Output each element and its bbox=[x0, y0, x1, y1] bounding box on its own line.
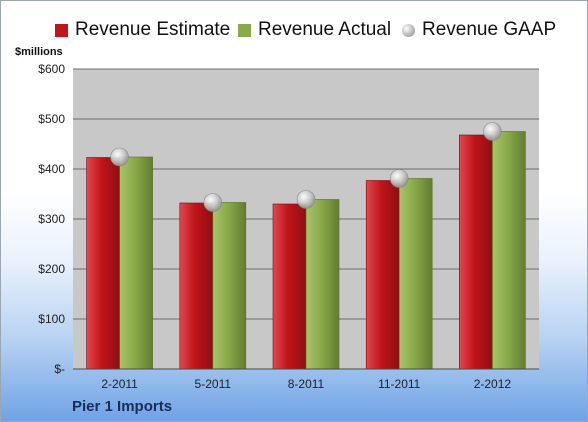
legend-item: Revenue Estimate bbox=[55, 15, 230, 45]
y-tick-label: $400 bbox=[38, 162, 65, 176]
marker-revenue-gaap bbox=[483, 122, 502, 141]
legend-swatch bbox=[238, 23, 251, 37]
y-tick-label: $- bbox=[54, 362, 65, 376]
y-tick-label: $100 bbox=[38, 312, 65, 326]
x-tick-label: 8-2011 bbox=[288, 377, 325, 391]
y-unit-label: $millions bbox=[15, 46, 63, 58]
legend-label: Revenue Actual bbox=[258, 19, 392, 40]
legend-item: Revenue Actual bbox=[238, 15, 391, 45]
bar-revenue-actual bbox=[305, 199, 340, 370]
bar-revenue-estimate bbox=[272, 203, 307, 370]
legend-label: Revenue Estimate bbox=[75, 19, 231, 40]
y-tick-label: $200 bbox=[38, 262, 65, 276]
legend-label: Revenue GAAP bbox=[422, 19, 557, 40]
bar-revenue-estimate bbox=[365, 180, 400, 370]
legend-swatch bbox=[402, 23, 415, 37]
bar-revenue-actual bbox=[212, 202, 247, 370]
axes: $- $100 $200 $300 $400 $500 $600 $millions 2-201… bbox=[15, 46, 539, 391]
bar-revenue-estimate bbox=[459, 134, 493, 370]
legend: Revenue Estimate Revenue Actual Revenue GA… bbox=[1, 15, 587, 45]
bar-revenue-actual bbox=[119, 156, 153, 370]
marker-revenue-gaap bbox=[389, 169, 409, 188]
legend-item: Revenue GAAP bbox=[402, 15, 556, 45]
y-tick-label: $600 bbox=[38, 62, 65, 76]
bars bbox=[86, 131, 526, 370]
x-tick-label: 2-2012 bbox=[474, 377, 512, 391]
bar-revenue-estimate bbox=[179, 202, 214, 370]
bar-revenue-actual bbox=[492, 131, 526, 370]
marker-revenue-gaap bbox=[296, 190, 316, 209]
bar-revenue-actual bbox=[398, 178, 433, 370]
x-tick-label: 5-2011 bbox=[195, 377, 232, 391]
bar-revenue-estimate bbox=[86, 157, 120, 370]
company-name: Pier 1 Imports bbox=[72, 398, 173, 415]
x-tick-label: 2-2011 bbox=[101, 377, 138, 391]
y-tick-label: $300 bbox=[38, 212, 65, 226]
y-tick-label: $500 bbox=[38, 112, 65, 126]
x-tick-label: 11-2011 bbox=[378, 377, 421, 391]
marker-revenue-gaap bbox=[110, 147, 129, 167]
gaap-markers bbox=[110, 122, 502, 212]
legend-swatch bbox=[55, 23, 68, 37]
marker-revenue-gaap bbox=[203, 193, 223, 212]
